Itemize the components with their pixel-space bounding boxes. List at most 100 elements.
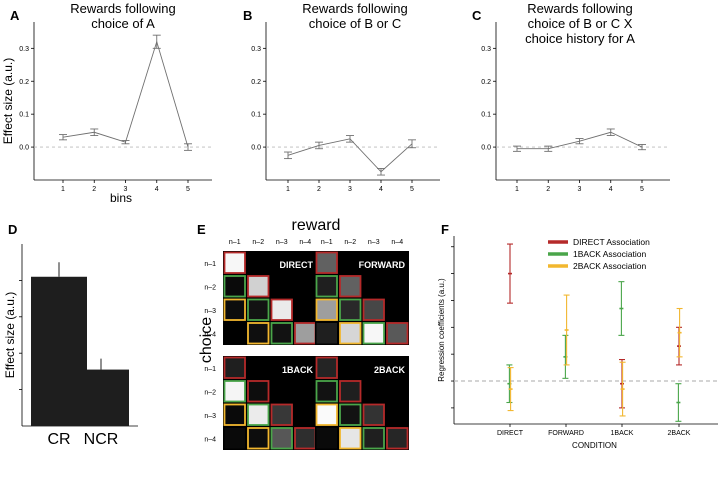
matrix-cell <box>223 251 246 274</box>
matrix-cell <box>339 380 362 403</box>
legend-label: 1BACK Association <box>573 249 647 259</box>
panel-e-matrix-grid: reward choice n–1 n–2 n–3 n–4 n–1 n–2 n–3 n–4 n–1 n… <box>198 217 409 450</box>
x-tick-label: 4 <box>609 186 613 193</box>
matrix-title: FORWARD <box>359 260 406 270</box>
x-tick-label: 5 <box>410 186 414 193</box>
matrix-cell <box>339 403 362 426</box>
top-axis-label: reward <box>292 217 341 234</box>
side-axis-label: choice <box>198 317 215 363</box>
category-label: FORWARD <box>548 430 584 437</box>
x-tick-label: 5 <box>186 186 190 193</box>
legend-label: 2BACK Association <box>573 261 647 271</box>
legend-label: DIRECT Association <box>573 237 650 247</box>
panel-letter-c: C <box>472 8 482 23</box>
matrix-cell <box>224 323 245 344</box>
x-tick-label: 2 <box>92 186 96 193</box>
x-tick-label: 2 <box>546 186 550 193</box>
row-label: n–4 <box>204 331 216 338</box>
column-label: n–2 <box>344 239 356 246</box>
matrix-cell <box>339 275 362 298</box>
matrix-title: 1BACK <box>282 365 314 375</box>
matrix-cell <box>247 298 270 321</box>
y-tick-label: 0.3 <box>251 46 261 53</box>
y-tick-label: 0.3 <box>481 46 491 53</box>
chart-title-line: choice history for A <box>525 31 635 46</box>
x-tick-label: 3 <box>124 186 128 193</box>
matrix-cell <box>315 380 338 403</box>
row-label: n–1 <box>204 261 216 268</box>
matrix-cell <box>223 403 246 426</box>
panel-letter-a: A <box>10 8 20 23</box>
y-tick-label: 0.3 <box>19 46 29 53</box>
column-label: n–1 <box>229 239 241 246</box>
y-tick-label: 0.2 <box>251 79 261 86</box>
matrix-cell <box>270 403 293 426</box>
column-label: n–3 <box>368 239 380 246</box>
chart-title-line: Rewards following <box>70 1 176 16</box>
matrix-cell <box>247 380 270 403</box>
x-axis-label: CONDITION <box>572 441 617 450</box>
y-axis-label: Effect size (a.u.) <box>1 58 15 144</box>
y-tick-label: 0.1 <box>481 112 491 119</box>
chart-title-line: choice of B or C <box>309 16 402 31</box>
row-label: n–4 <box>204 436 216 443</box>
matrix-cell <box>362 427 385 450</box>
matrix-cell <box>315 403 338 426</box>
column-label: n–1 <box>321 239 333 246</box>
y-tick-label: 0.1 <box>19 112 29 119</box>
panel-letter-b: B <box>243 8 252 23</box>
row-label: n–3 <box>204 413 216 420</box>
matrix-cell <box>294 322 317 345</box>
category-label: CR <box>47 431 70 448</box>
matrix-cell <box>270 298 293 321</box>
series-line <box>287 138 413 173</box>
matrix-cell <box>339 322 362 345</box>
panel-f-coefficient-chart: DIRECT FORWARD 1BACK 2BACK DIRECT Associatio… <box>437 236 718 450</box>
x-tick-label: 3 <box>348 186 352 193</box>
bar-ncr <box>73 369 129 426</box>
matrix-cell <box>224 428 245 449</box>
matrix-cell <box>386 427 409 450</box>
chart-title-line: choice of A <box>91 16 155 31</box>
matrix-cell <box>294 427 317 450</box>
matrix-cell <box>247 322 270 345</box>
panel-d-bar-chart: CR NCR Effect size (a.u.) <box>3 244 138 448</box>
y-tick-label: 0.2 <box>481 79 491 86</box>
y-tick-label: 0.2 <box>19 79 29 86</box>
matrix-title: DIRECT <box>280 260 314 270</box>
matrix-cell <box>339 298 362 321</box>
matrix-cell <box>223 298 246 321</box>
x-tick-label: 4 <box>379 186 383 193</box>
y-tick-label: 0.0 <box>481 145 491 152</box>
series-line <box>62 40 189 148</box>
column-label: n–2 <box>252 239 264 246</box>
row-label: n–2 <box>204 284 216 291</box>
column-label: n–4 <box>299 239 311 246</box>
matrix-cell <box>362 298 385 321</box>
y-tick-label: 0.1 <box>251 112 261 119</box>
chart-title-line: Rewards following <box>527 1 633 16</box>
matrix-cell <box>247 427 270 450</box>
row-label: n–3 <box>204 308 216 315</box>
column-label: n–3 <box>276 239 288 246</box>
matrix-cell <box>316 323 337 344</box>
row-label: n–2 <box>204 389 216 396</box>
y-axis-label: Effect size (a.u.) <box>3 292 17 378</box>
matrix-cell <box>316 428 337 449</box>
matrix-cell <box>247 403 270 426</box>
panel-letter-d: D <box>8 222 17 237</box>
matrix-title: 2BACK <box>374 365 406 375</box>
matrix-cell <box>362 322 385 345</box>
x-tick-label: 4 <box>155 186 159 193</box>
x-tick-label: 1 <box>515 186 519 193</box>
matrix-cell <box>223 356 246 379</box>
matrix-cell <box>223 275 246 298</box>
y-tick-label: 0.0 <box>19 145 29 152</box>
x-tick-label: 1 <box>61 186 65 193</box>
matrix-cell <box>270 427 293 450</box>
column-label: n–4 <box>391 239 403 246</box>
chart-title-line: choice of B or C X <box>528 16 633 31</box>
